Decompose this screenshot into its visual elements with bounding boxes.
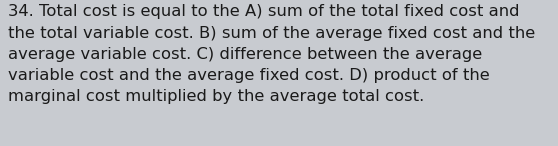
Text: 34. Total cost is equal to the A) sum of the total fixed cost and
the total vari: 34. Total cost is equal to the A) sum of… bbox=[8, 4, 536, 104]
